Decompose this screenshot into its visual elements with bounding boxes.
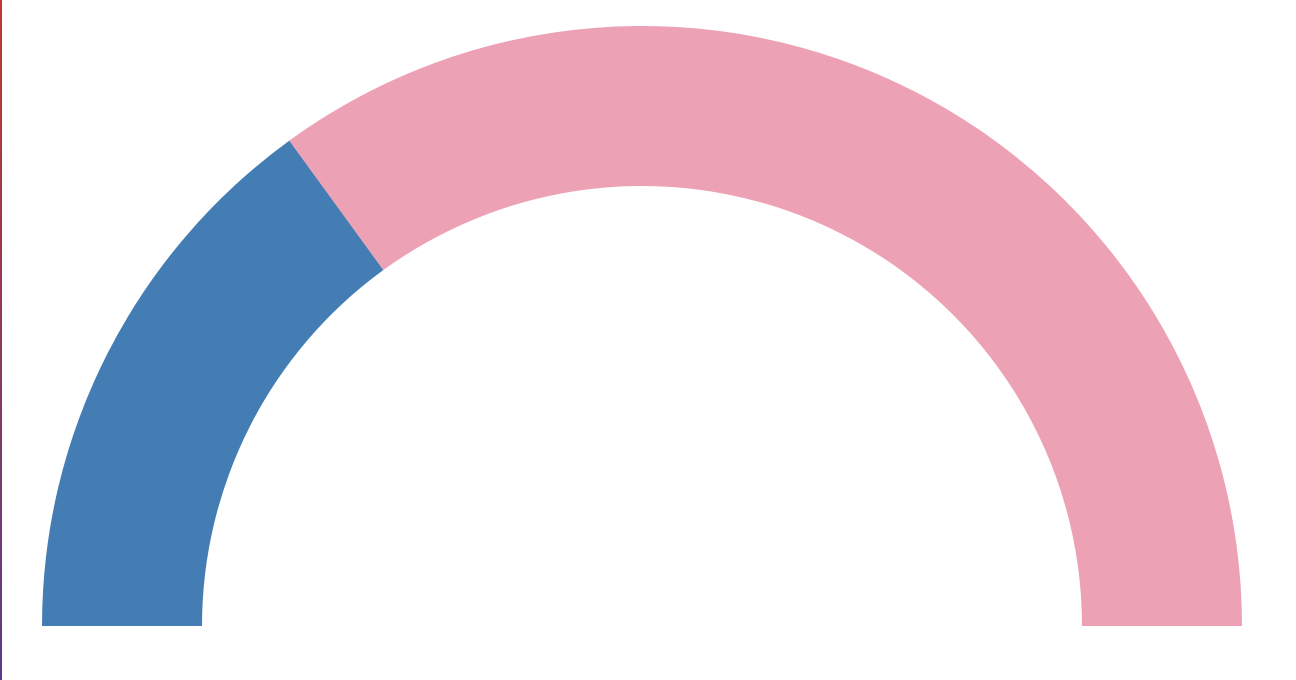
slice-1	[42, 140, 384, 627]
left-edge-accent-bar	[0, 0, 2, 680]
slices-group	[42, 26, 1242, 627]
slice-2	[289, 26, 1242, 627]
